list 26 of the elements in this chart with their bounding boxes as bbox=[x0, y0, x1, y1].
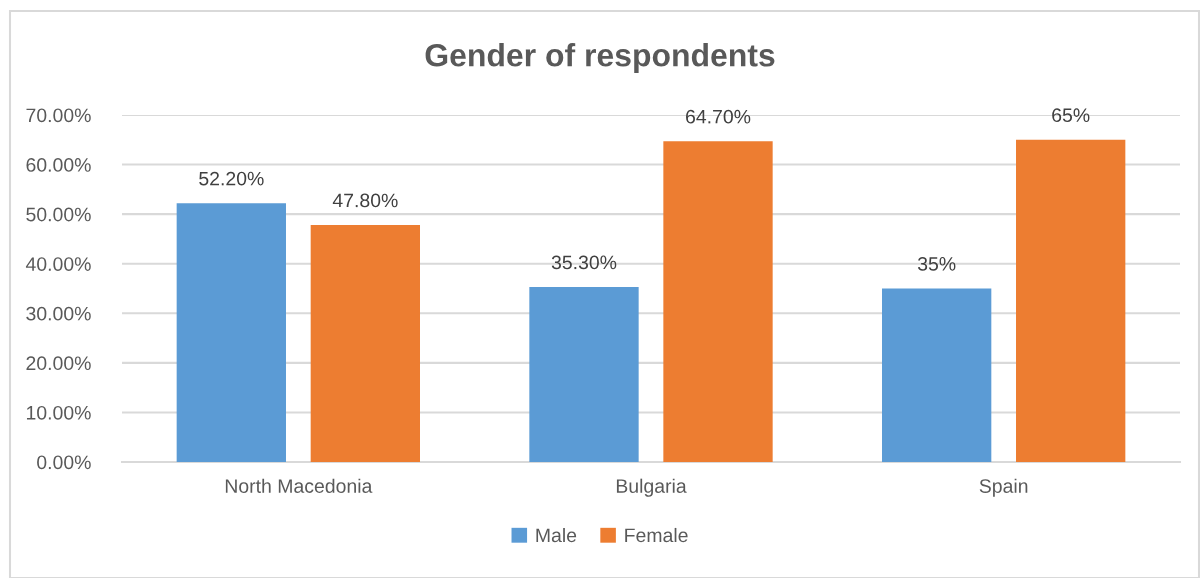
data-label: 35.30% bbox=[551, 255, 617, 270]
bar bbox=[1016, 139, 1126, 462]
bar bbox=[529, 287, 639, 462]
bar bbox=[310, 225, 420, 462]
data-label: 35% bbox=[917, 257, 956, 271]
y-tick-label: 10.00% bbox=[26, 405, 91, 420]
data-label: 47.80% bbox=[332, 193, 398, 208]
x-tick-label: Spain bbox=[979, 478, 1028, 497]
legend-label: Female bbox=[625, 527, 688, 543]
data-label: 52.20% bbox=[199, 171, 264, 186]
y-tick-label: 70.00% bbox=[26, 108, 91, 123]
legend-label: Male bbox=[536, 527, 577, 543]
y-tick-label: 50.00% bbox=[26, 207, 91, 222]
data-label: 65% bbox=[1052, 108, 1090, 123]
chart-title: Gender of respondents bbox=[425, 43, 775, 73]
bar bbox=[176, 203, 286, 462]
y-tick-label: 0.00% bbox=[37, 455, 91, 470]
bar bbox=[882, 288, 992, 462]
x-tick-label: Bulgaria bbox=[616, 478, 687, 497]
x-tick-label: North Macedonia bbox=[225, 478, 373, 493]
data-label: 64.70% bbox=[686, 109, 751, 124]
y-tick-label: 30.00% bbox=[26, 306, 91, 321]
y-tick-label: 60.00% bbox=[26, 158, 91, 172]
y-tick-label: 40.00% bbox=[25, 257, 91, 271]
y-tick-label: 20.00% bbox=[26, 356, 91, 371]
bar bbox=[663, 141, 773, 462]
